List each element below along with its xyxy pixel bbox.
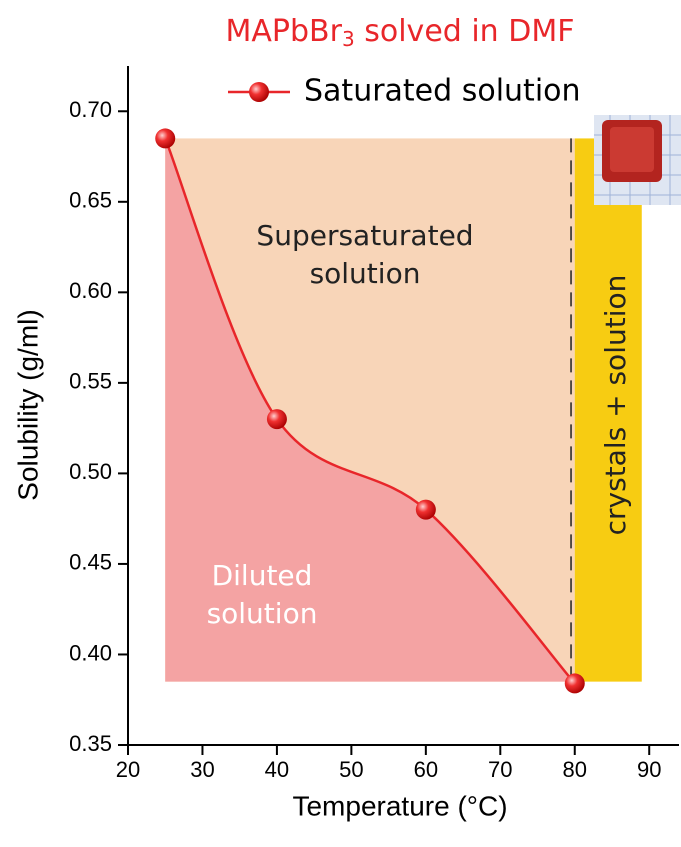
region-label-line: Supersaturated (256, 219, 473, 252)
x-tick-label: 80 (563, 757, 587, 782)
region-label: Diluted solution (207, 559, 318, 630)
legend-marker (249, 82, 269, 102)
y-tick-label: 0.45 (69, 550, 112, 575)
region-label-line: crystals + solution (599, 275, 632, 536)
y-axis-title: Solubility (g/ml) (12, 309, 43, 500)
line (164, 137, 576, 685)
y-tick-label: 0.40 (69, 640, 112, 665)
legend-label: Saturated solution (304, 74, 581, 109)
area (165, 138, 575, 684)
x-tick-label: 90 (637, 757, 661, 782)
x-axis-title: Temperature (°C) (292, 790, 507, 821)
region-label-line: solution (310, 257, 421, 290)
y-tick-label: 0.35 (69, 731, 112, 756)
region-label: crystals + solution (599, 275, 632, 536)
region (574, 138, 642, 682)
photo (594, 115, 681, 205)
y-tick-label: 0.50 (69, 459, 112, 484)
y-tick-label: 0.70 (69, 97, 112, 122)
y-tick-label: 0.55 (69, 369, 112, 394)
region-label: Supersaturated solution (256, 219, 473, 290)
x-tick-label: 50 (339, 757, 363, 782)
y-tick-label: 0.65 (69, 188, 112, 213)
x-tick-label: 30 (190, 757, 214, 782)
region-label-line: solution (207, 597, 318, 630)
marker (155, 128, 176, 149)
marker (266, 409, 287, 430)
y-tick-label: 0.60 (69, 278, 112, 303)
marker (564, 673, 585, 694)
region-label-line: Diluted (212, 559, 313, 592)
x-tick-label: 60 (414, 757, 438, 782)
x-tick-label: 40 (265, 757, 289, 782)
marker (415, 499, 436, 520)
x-tick-label: 20 (116, 757, 140, 782)
chart-title: MAPbBr3 solved in DMF (226, 14, 575, 51)
plot-area: Supersaturated solution Diluted solution cry… (69, 66, 679, 782)
x-tick-label: 70 (488, 757, 512, 782)
